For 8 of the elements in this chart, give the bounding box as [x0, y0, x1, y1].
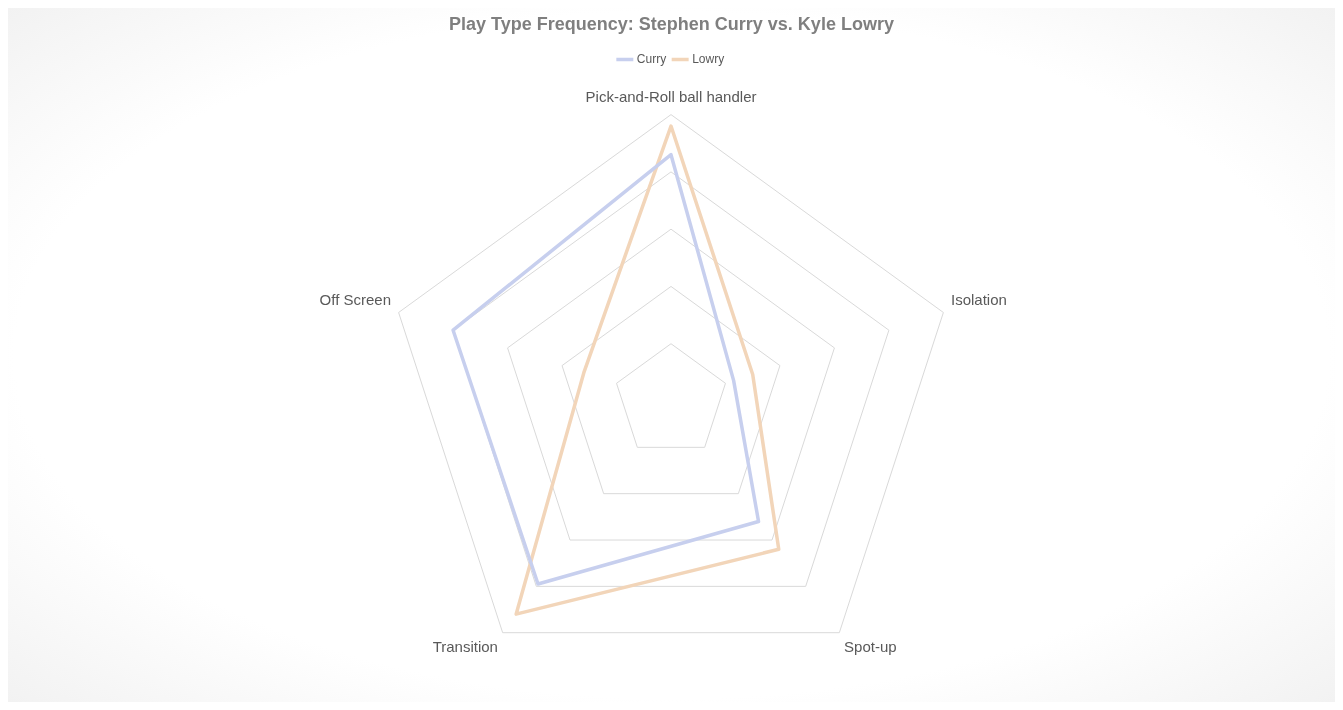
spoke-label: Isolation: [950, 291, 1007, 309]
chart-title: Play Type Frequency: Stephen Curry vs. Kyle Lowry: [449, 13, 894, 34]
spoke-label: Spot-up: [844, 638, 897, 656]
spoke-label: Transition: [432, 638, 498, 656]
legend-label: Lowry: [692, 51, 725, 66]
spoke-label: Pick-and-Roll ball handler: [585, 87, 757, 105]
legend-label: Curry: [636, 51, 667, 66]
spoke-label: Off Screen: [319, 291, 392, 309]
